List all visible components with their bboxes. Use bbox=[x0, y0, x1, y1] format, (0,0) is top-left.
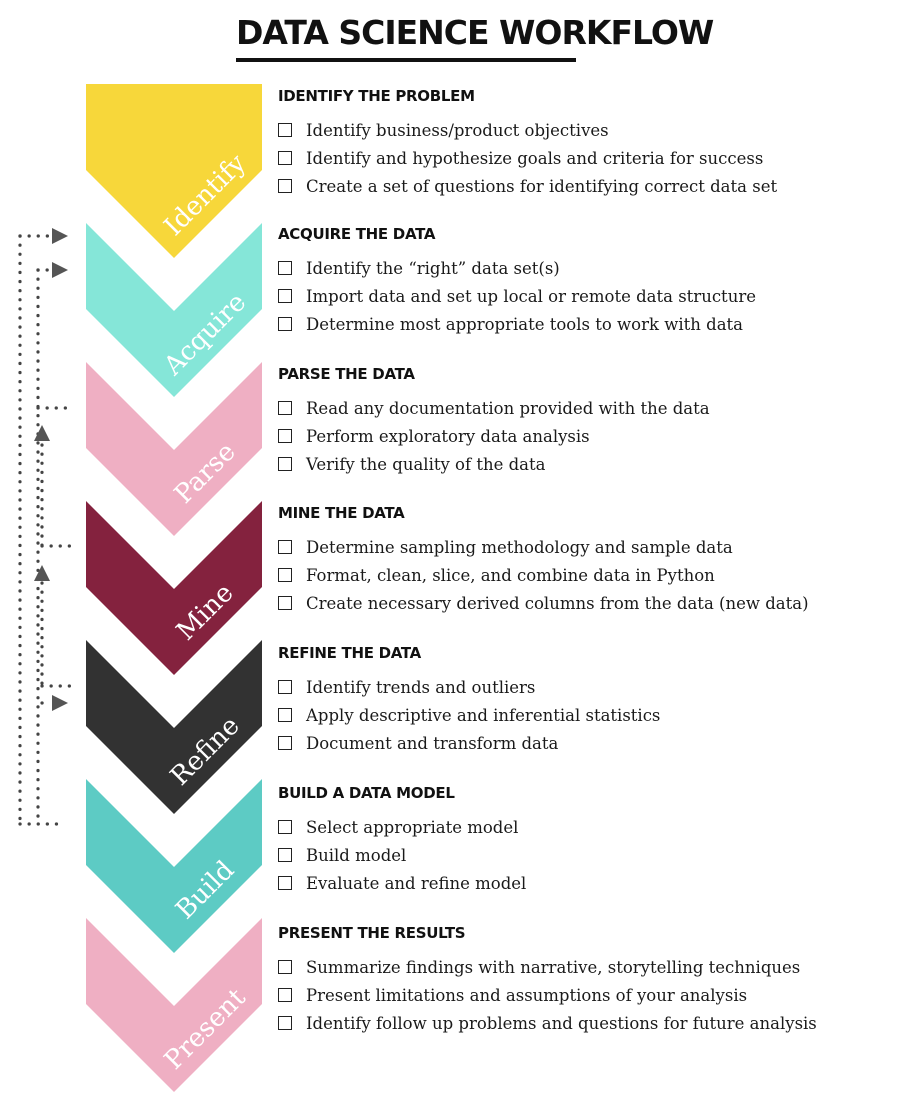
right-arrow-icon bbox=[52, 695, 68, 711]
checklist-item: Identify the “right” data set(s) bbox=[278, 254, 878, 282]
checklist-item: Select appropriate model bbox=[278, 813, 878, 841]
section-acquire: ACQUIRE THE DATA Identify the “right” dat… bbox=[278, 222, 878, 338]
checklist-item: Read any documentation provided with the… bbox=[278, 394, 878, 422]
checklist-item: Create necessary derived columns from th… bbox=[278, 589, 878, 617]
chevron-shape bbox=[86, 640, 262, 814]
section-heading: IDENTIFY THE PROBLEM bbox=[278, 87, 475, 105]
checklist-item: Create a set of questions for identifyin… bbox=[278, 172, 878, 200]
up-arrow-icon bbox=[34, 425, 50, 441]
checkbox[interactable] bbox=[278, 708, 292, 722]
section-heading: REFINE THE DATA bbox=[278, 644, 421, 662]
checklist-item: Identify follow up problems and question… bbox=[278, 1009, 878, 1037]
checklist-item-label: Identify follow up problems and question… bbox=[306, 1013, 817, 1033]
stage-chevron-identify: Identify bbox=[86, 84, 262, 258]
checklist-item-label: Format, clean, slice, and combine data i… bbox=[306, 565, 715, 585]
checklist-item-label: Identify and hypothesize goals and crite… bbox=[306, 148, 764, 168]
checkbox[interactable] bbox=[278, 988, 292, 1002]
checkbox[interactable] bbox=[278, 848, 292, 862]
checklist-item-label: Identify trends and outliers bbox=[306, 677, 536, 697]
checkbox[interactable] bbox=[278, 568, 292, 582]
checkbox[interactable] bbox=[278, 401, 292, 415]
right-arrow-icon bbox=[52, 262, 68, 278]
chevron-shape bbox=[86, 918, 262, 1092]
section-identify: IDENTIFY THE PROBLEM Identify business/pr… bbox=[278, 84, 878, 200]
checklist-item-label: Read any documentation provided with the… bbox=[306, 398, 710, 418]
checklist-item-label: Summarize findings with narrative, story… bbox=[306, 957, 801, 977]
chevron-shape bbox=[86, 362, 262, 536]
section-heading: ACQUIRE THE DATA bbox=[278, 225, 436, 243]
checkbox[interactable] bbox=[278, 457, 292, 471]
checklist-item: Apply descriptive and inferential statis… bbox=[278, 701, 878, 729]
checklist-item: Determine sampling methodology and sampl… bbox=[278, 533, 878, 561]
checkbox[interactable] bbox=[278, 123, 292, 137]
right-arrow-icon bbox=[52, 228, 68, 244]
stage-chevron-build: Build bbox=[86, 779, 262, 953]
checklist-item: Present limitations and assumptions of y… bbox=[278, 981, 878, 1009]
checkbox[interactable] bbox=[278, 820, 292, 834]
checkbox[interactable] bbox=[278, 960, 292, 974]
section-heading: BUILD A DATA MODEL bbox=[278, 784, 455, 802]
checklist-item: Format, clean, slice, and combine data i… bbox=[278, 561, 878, 589]
checklist-item: Import data and set up local or remote d… bbox=[278, 282, 878, 310]
checkbox[interactable] bbox=[278, 680, 292, 694]
checklist-item: Document and transform data bbox=[278, 729, 878, 757]
checklist-item: Identify and hypothesize goals and crite… bbox=[278, 144, 878, 172]
checklist-item: Identify trends and outliers bbox=[278, 673, 878, 701]
chevron-shape bbox=[86, 501, 262, 675]
checklist-item: Determine most appropriate tools to work… bbox=[278, 310, 878, 338]
checkbox[interactable] bbox=[278, 261, 292, 275]
checklist-item-label: Determine sampling methodology and sampl… bbox=[306, 537, 733, 557]
checkbox[interactable] bbox=[278, 596, 292, 610]
checklist-item-label: Present limitations and assumptions of y… bbox=[306, 985, 748, 1005]
feedback-loop-lines bbox=[18, 228, 72, 826]
checklist-item-label: Create a set of questions for identifyin… bbox=[306, 176, 778, 196]
checklist-item: Build model bbox=[278, 841, 878, 869]
checkbox[interactable] bbox=[278, 151, 292, 165]
checkbox[interactable] bbox=[278, 876, 292, 890]
checklist-item-label: Document and transform data bbox=[306, 733, 559, 753]
checkbox[interactable] bbox=[278, 317, 292, 331]
checklist-item: Perform exploratory data analysis bbox=[278, 422, 878, 450]
chevron-shape bbox=[86, 84, 262, 258]
checklist-item-label: Select appropriate model bbox=[306, 817, 519, 837]
checkbox[interactable] bbox=[278, 736, 292, 750]
checklist-item-label: Apply descriptive and inferential statis… bbox=[306, 705, 661, 725]
checkbox[interactable] bbox=[278, 1016, 292, 1030]
up-arrow-icon bbox=[34, 565, 50, 581]
section-parse: PARSE THE DATA Read any documentation pro… bbox=[278, 362, 878, 478]
checkbox[interactable] bbox=[278, 429, 292, 443]
checklist-item-label: Import data and set up local or remote d… bbox=[306, 286, 756, 306]
section-heading: PRESENT THE RESULTS bbox=[278, 924, 466, 942]
section-refine: REFINE THE DATA Identify trends and outli… bbox=[278, 641, 878, 757]
checkbox[interactable] bbox=[278, 179, 292, 193]
checkbox[interactable] bbox=[278, 540, 292, 554]
checklist-item-label: Evaluate and refine model bbox=[306, 873, 527, 893]
checkbox[interactable] bbox=[278, 289, 292, 303]
checklist-item: Identify business/product objectives bbox=[278, 116, 878, 144]
checklist-item: Verify the quality of the data bbox=[278, 450, 878, 478]
checklist-item-label: Verify the quality of the data bbox=[306, 454, 546, 474]
chevron-shape bbox=[86, 779, 262, 953]
section-mine: MINE THE DATA Determine sampling methodol… bbox=[278, 501, 878, 617]
chevron-shape bbox=[86, 223, 262, 397]
checklist-item-label: Identify business/product objectives bbox=[306, 120, 609, 140]
checklist-item-label: Identify the “right” data set(s) bbox=[306, 258, 560, 278]
section-present: PRESENT THE RESULTS Summarize findings wi… bbox=[278, 921, 878, 1037]
checklist-item-label: Determine most appropriate tools to work… bbox=[306, 314, 744, 334]
section-heading: MINE THE DATA bbox=[278, 504, 405, 522]
checklist-item-label: Build model bbox=[306, 845, 407, 865]
section-build: BUILD A DATA MODEL Select appropriate mod… bbox=[278, 781, 878, 897]
checklist-item: Evaluate and refine model bbox=[278, 869, 878, 897]
checklist-item: Summarize findings with narrative, story… bbox=[278, 953, 878, 981]
checklist-item-label: Perform exploratory data analysis bbox=[306, 426, 590, 446]
checklist-item-label: Create necessary derived columns from th… bbox=[306, 593, 809, 613]
section-heading: PARSE THE DATA bbox=[278, 365, 415, 383]
